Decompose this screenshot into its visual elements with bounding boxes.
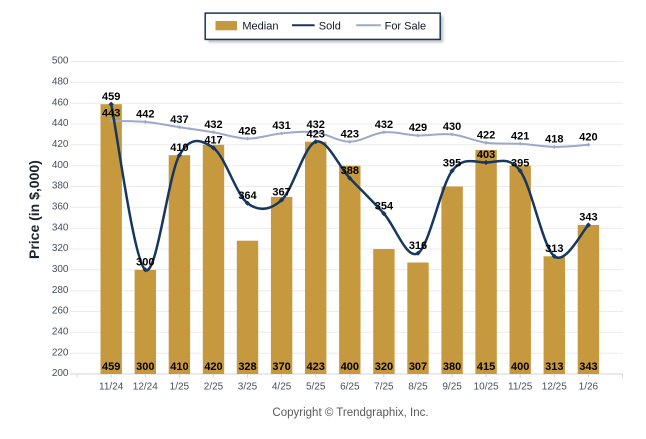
svg-text:12/24: 12/24: [133, 382, 158, 393]
svg-text:437: 437: [170, 114, 188, 126]
svg-text:300: 300: [136, 257, 154, 269]
svg-text:313: 313: [545, 361, 563, 373]
svg-text:220: 220: [52, 347, 69, 358]
svg-text:11/25: 11/25: [508, 382, 533, 393]
svg-text:500: 500: [52, 56, 69, 67]
svg-text:440: 440: [52, 118, 69, 129]
svg-text:417: 417: [204, 135, 222, 147]
svg-text:7/25: 7/25: [374, 382, 394, 393]
svg-text:1/26: 1/26: [579, 382, 599, 393]
svg-text:432: 432: [307, 119, 325, 131]
svg-text:380: 380: [52, 181, 69, 192]
svg-text:12/25: 12/25: [542, 382, 567, 393]
svg-text:11/24: 11/24: [99, 382, 124, 393]
svg-text:1/25: 1/25: [170, 382, 190, 393]
svg-text:395: 395: [443, 158, 461, 170]
svg-text:426: 426: [238, 125, 256, 137]
svg-text:429: 429: [409, 122, 427, 134]
svg-text:300: 300: [136, 361, 154, 373]
svg-text:423: 423: [307, 361, 325, 373]
svg-text:420: 420: [52, 139, 69, 150]
svg-text:410: 410: [170, 142, 188, 154]
svg-text:8/25: 8/25: [408, 382, 428, 393]
svg-text:313: 313: [545, 243, 563, 255]
svg-text:367: 367: [272, 187, 290, 199]
svg-text:418: 418: [545, 134, 563, 146]
svg-text:459: 459: [102, 91, 120, 103]
svg-text:415: 415: [477, 361, 495, 373]
svg-text:395: 395: [511, 158, 529, 170]
svg-text:432: 432: [375, 119, 393, 131]
svg-text:340: 340: [52, 222, 69, 233]
svg-text:403: 403: [477, 149, 495, 161]
svg-text:For Sale: For Sale: [385, 21, 427, 33]
svg-text:280: 280: [52, 285, 69, 296]
svg-text:307: 307: [409, 361, 427, 373]
svg-text:4/25: 4/25: [272, 382, 292, 393]
svg-text:460: 460: [52, 97, 69, 108]
svg-text:423: 423: [341, 128, 359, 140]
svg-text:443: 443: [102, 108, 120, 120]
svg-text:2/25: 2/25: [204, 382, 224, 393]
svg-text:343: 343: [579, 361, 597, 373]
svg-text:328: 328: [238, 361, 256, 373]
svg-text:360: 360: [52, 202, 69, 213]
svg-text:320: 320: [375, 361, 393, 373]
svg-text:6/25: 6/25: [340, 382, 360, 393]
svg-text:410: 410: [170, 361, 188, 373]
svg-text:364: 364: [238, 190, 257, 202]
svg-text:430: 430: [443, 121, 461, 133]
svg-text:260: 260: [52, 306, 69, 317]
svg-text:300: 300: [52, 264, 69, 275]
svg-text:316: 316: [409, 240, 427, 252]
svg-text:10/25: 10/25: [474, 382, 499, 393]
svg-text:343: 343: [579, 212, 597, 224]
svg-text:400: 400: [52, 160, 69, 171]
svg-text:431: 431: [272, 120, 290, 132]
svg-text:Price (in $,000): Price (in $,000): [26, 160, 42, 259]
svg-text:421: 421: [511, 131, 529, 143]
svg-text:423: 423: [307, 128, 325, 140]
svg-text:Median: Median: [242, 21, 278, 33]
svg-text:380: 380: [443, 361, 461, 373]
svg-text:Sold: Sold: [319, 21, 341, 33]
svg-text:5/25: 5/25: [306, 382, 326, 393]
svg-text:420: 420: [579, 132, 597, 144]
svg-text:370: 370: [272, 361, 290, 373]
svg-text:Copyright © Trendgraphix, Inc.: Copyright © Trendgraphix, Inc.: [272, 407, 428, 419]
svg-text:240: 240: [52, 327, 69, 338]
svg-text:442: 442: [136, 109, 154, 121]
svg-text:432: 432: [204, 119, 222, 131]
svg-text:388: 388: [341, 165, 359, 177]
svg-text:459: 459: [102, 361, 120, 373]
svg-text:9/25: 9/25: [442, 382, 462, 393]
svg-text:3/25: 3/25: [238, 382, 258, 393]
svg-text:480: 480: [52, 77, 69, 88]
svg-text:320: 320: [52, 243, 69, 254]
svg-text:422: 422: [477, 129, 495, 141]
svg-text:400: 400: [511, 361, 529, 373]
svg-text:400: 400: [341, 361, 359, 373]
svg-text:420: 420: [204, 361, 222, 373]
svg-text:354: 354: [375, 200, 394, 212]
svg-text:200: 200: [52, 368, 69, 379]
